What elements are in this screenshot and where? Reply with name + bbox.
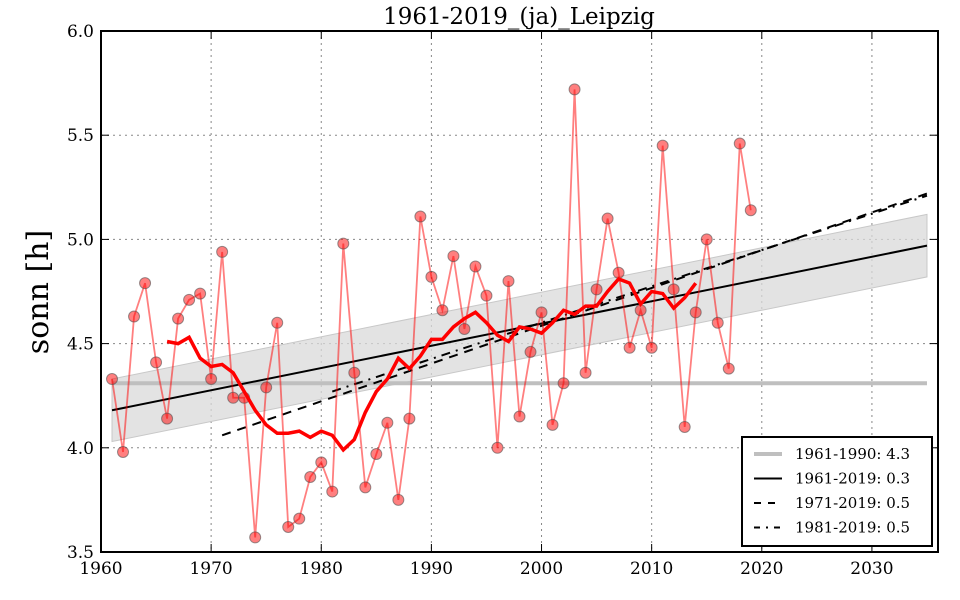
y-tick-label: 6.0	[67, 22, 94, 42]
legend-label: 1961-1990: 4.3	[795, 445, 910, 463]
x-tick-label: 2010	[630, 559, 673, 579]
annual-point	[502, 275, 515, 288]
annual-point	[733, 137, 746, 150]
annual-point	[744, 204, 757, 217]
axes	[100, 30, 939, 553]
annual-point	[689, 306, 702, 319]
x-tick-label: 2020	[740, 559, 783, 579]
annual-point	[337, 237, 350, 250]
moving-average-line	[166, 276, 698, 453]
legend: 1961-1990: 4.3 1961-2019: 0.3 1971-2019: 0…	[741, 436, 933, 547]
x-tick-label: 1980	[300, 559, 343, 579]
legend-label: 1961-2019: 0.3	[795, 470, 910, 488]
annual-point	[722, 362, 735, 375]
annual-point	[513, 410, 526, 423]
annual-point	[194, 287, 207, 300]
annual-point	[150, 356, 163, 369]
annual-point	[216, 245, 229, 258]
annual-point	[546, 418, 559, 431]
annual-point	[711, 316, 724, 329]
annual-point	[381, 416, 394, 429]
annual-point	[524, 345, 537, 358]
annual-point	[590, 283, 603, 296]
annual-point	[359, 481, 372, 494]
annual-point	[161, 412, 174, 425]
x-tick-label: 1960	[79, 559, 122, 579]
annual-point	[370, 448, 383, 461]
annual-point	[414, 210, 427, 223]
annual-point	[183, 293, 196, 306]
annual-point	[469, 260, 482, 273]
y-tick-label: 5.5	[67, 126, 94, 146]
axes-frame	[100, 30, 939, 553]
x-tick-label: 1990	[410, 559, 453, 579]
annual-point	[425, 270, 438, 283]
annual-point	[315, 456, 328, 469]
annual-point	[249, 531, 262, 544]
annual-point	[205, 373, 218, 386]
annual-point	[139, 277, 152, 290]
annual-series-layer	[106, 83, 757, 544]
annual-point	[458, 323, 471, 336]
annual-point	[568, 83, 581, 96]
annual-point	[282, 520, 295, 533]
legend-label: 1971-2019: 0.5	[795, 494, 910, 512]
annual-point	[392, 493, 405, 506]
annual-point	[326, 485, 339, 498]
annual-point	[172, 312, 185, 325]
legend-label: 1981-2019: 0.5	[795, 519, 910, 537]
annual-point	[436, 304, 449, 317]
annual-point	[579, 366, 592, 379]
annual-point	[700, 233, 713, 246]
annual-point	[271, 316, 284, 329]
y-tick-label: 5.0	[67, 230, 94, 250]
annual-point	[645, 341, 658, 354]
annual-point	[623, 341, 636, 354]
annual-point	[348, 366, 361, 379]
annual-point	[128, 310, 141, 323]
annual-point	[293, 512, 306, 525]
annual-point	[601, 212, 614, 225]
annual-point	[678, 420, 691, 433]
annual-point	[106, 373, 119, 386]
ticks: 1960 1970 1980 1990 2000 2010 2020 2030 3.5 4.0 4.…	[67, 22, 938, 579]
trend-line-1981-2019	[331, 194, 928, 393]
annual-point	[612, 266, 625, 279]
y-tick-label: 3.5	[67, 543, 94, 563]
chart-title: 1961-2019_(ja)_Leipzig	[383, 4, 655, 30]
annual-point	[557, 377, 570, 390]
x-tick-label: 1970	[189, 559, 232, 579]
annual-point	[304, 470, 317, 483]
annual-point	[447, 250, 460, 263]
y-tick-label: 4.0	[67, 439, 94, 459]
annual-point	[656, 139, 669, 152]
moving-average-layer	[166, 276, 698, 453]
x-tick-label: 2030	[850, 559, 893, 579]
annual-point	[491, 441, 504, 454]
y-tick-label: 4.5	[67, 335, 94, 355]
annual-point	[480, 289, 493, 302]
annual-point	[260, 381, 273, 394]
annual-point	[227, 391, 240, 404]
annual-point	[403, 412, 416, 425]
annual-point	[667, 283, 680, 296]
y-axis-label: sonn [h]	[21, 230, 56, 354]
x-tick-label: 2000	[520, 559, 563, 579]
annual-point	[117, 445, 130, 458]
annual-point	[535, 306, 548, 319]
